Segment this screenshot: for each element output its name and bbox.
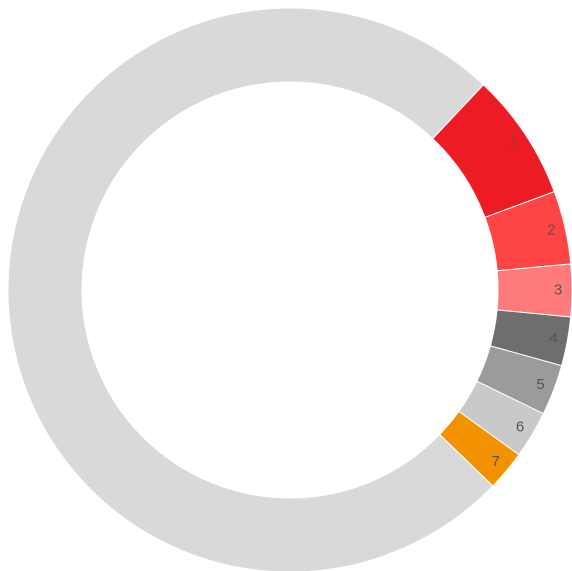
donut-segment [7,7,494,571]
segment-label: 5 [536,376,544,393]
segment-label: 4 [549,330,557,347]
segment-label: 2 [547,221,555,238]
segment-label: 6 [516,419,524,436]
segment-label: 3 [554,281,562,298]
segment-label: 7 [491,453,499,470]
segment-label: 1 [509,133,517,150]
